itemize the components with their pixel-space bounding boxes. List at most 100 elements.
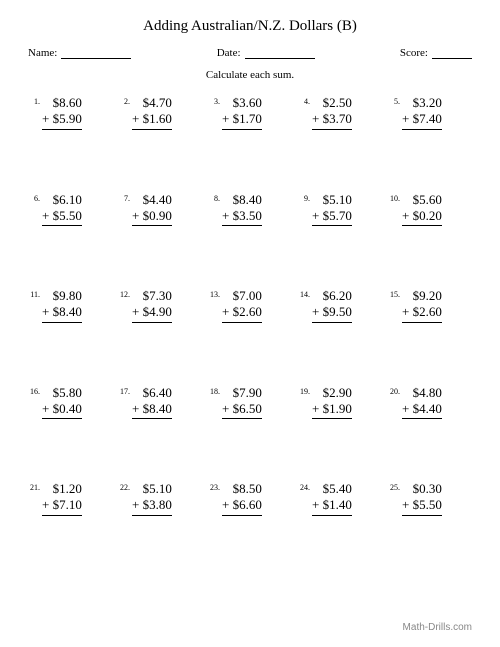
addend-top: $8.50 xyxy=(222,481,262,497)
addend-bottom: + $4.40 xyxy=(402,401,442,419)
addend-top: $3.20 xyxy=(402,95,442,111)
problem-number: 5. xyxy=(388,95,402,106)
addend-bottom: + $4.90 xyxy=(132,304,172,322)
problem-body: $6.20+ $9.50 xyxy=(312,288,352,323)
problem: 24.$5.40+ $1.40 xyxy=(298,481,382,516)
addend-bottom: + $1.70 xyxy=(222,111,262,129)
addend-bottom: + $1.40 xyxy=(312,497,352,515)
problem: 11.$9.80+ $8.40 xyxy=(28,288,112,323)
addend-top: $8.40 xyxy=(222,192,262,208)
addend-bottom: + $3.80 xyxy=(132,497,172,515)
problem-body: $8.50+ $6.60 xyxy=(222,481,262,516)
problem-number: 2. xyxy=(118,95,132,106)
addend-bottom: + $0.90 xyxy=(132,208,172,226)
problem-body: $5.10+ $3.80 xyxy=(132,481,172,516)
problem-body: $8.40+ $3.50 xyxy=(222,192,262,227)
problem-body: $7.00+ $2.60 xyxy=(222,288,262,323)
problem-number: 18. xyxy=(208,385,222,396)
problem: 21.$1.20+ $7.10 xyxy=(28,481,112,516)
problem-body: $7.90+ $6.50 xyxy=(222,385,262,420)
problem: 25.$0.30+ $5.50 xyxy=(388,481,472,516)
addend-bottom: + $2.60 xyxy=(402,304,442,322)
addend-bottom: + $6.50 xyxy=(222,401,262,419)
problem-number: 23. xyxy=(208,481,222,492)
addend-top: $6.20 xyxy=(312,288,352,304)
problem: 7.$4.40+ $0.90 xyxy=(118,192,202,227)
problem-number: 17. xyxy=(118,385,132,396)
problem: 9.$5.10+ $5.70 xyxy=(298,192,382,227)
page-title: Adding Australian/N.Z. Dollars (B) xyxy=(28,18,472,35)
problem-number: 9. xyxy=(298,192,312,203)
problem: 15.$9.20+ $2.60 xyxy=(388,288,472,323)
problem-number: 4. xyxy=(298,95,312,106)
problem: 18.$7.90+ $6.50 xyxy=(208,385,292,420)
addend-top: $8.60 xyxy=(42,95,82,111)
problem: 4.$2.50+ $3.70 xyxy=(298,95,382,130)
problem-number: 21. xyxy=(28,481,42,492)
problem-body: $6.40+ $8.40 xyxy=(132,385,172,420)
problem-number: 6. xyxy=(28,192,42,203)
problem-body: $9.80+ $8.40 xyxy=(42,288,82,323)
addend-top: $2.90 xyxy=(312,385,352,401)
problem-number: 16. xyxy=(28,385,42,396)
problem-body: $4.80+ $4.40 xyxy=(402,385,442,420)
header-row: Name: Date: Score: xyxy=(28,47,472,59)
problem-number: 19. xyxy=(298,385,312,396)
problem: 10.$5.60+ $0.20 xyxy=(388,192,472,227)
problem: 14.$6.20+ $9.50 xyxy=(298,288,382,323)
problem-number: 7. xyxy=(118,192,132,203)
problem: 23.$8.50+ $6.60 xyxy=(208,481,292,516)
addend-top: $7.90 xyxy=(222,385,262,401)
addend-bottom: + $5.50 xyxy=(42,208,82,226)
date-label: Date: xyxy=(217,47,241,59)
addend-top: $6.40 xyxy=(132,385,172,401)
addend-bottom: + $8.40 xyxy=(42,304,82,322)
problem-body: $8.60+ $5.90 xyxy=(42,95,82,130)
problem-body: $6.10+ $5.50 xyxy=(42,192,82,227)
date-field: Date: xyxy=(217,47,315,59)
addend-top: $5.40 xyxy=(312,481,352,497)
name-field: Name: xyxy=(28,47,131,59)
problem: 2.$4.70+ $1.60 xyxy=(118,95,202,130)
problem: 6.$6.10+ $5.50 xyxy=(28,192,112,227)
addend-bottom: + $1.60 xyxy=(132,111,172,129)
problem-body: $5.10+ $5.70 xyxy=(312,192,352,227)
addend-top: $5.10 xyxy=(312,192,352,208)
date-blank[interactable] xyxy=(245,48,315,59)
problem: 16.$5.80+ $0.40 xyxy=(28,385,112,420)
problem-number: 1. xyxy=(28,95,42,106)
addend-top: $5.80 xyxy=(42,385,82,401)
name-blank[interactable] xyxy=(61,48,131,59)
problem-body: $5.80+ $0.40 xyxy=(42,385,82,420)
problem-number: 14. xyxy=(298,288,312,299)
problem-number: 20. xyxy=(388,385,402,396)
problem-number: 25. xyxy=(388,481,402,492)
problem-number: 8. xyxy=(208,192,222,203)
problem: 17.$6.40+ $8.40 xyxy=(118,385,202,420)
problem-body: $7.30+ $4.90 xyxy=(132,288,172,323)
problem-number: 10. xyxy=(388,192,402,203)
addend-bottom: + $5.70 xyxy=(312,208,352,226)
problem-body: $3.60+ $1.70 xyxy=(222,95,262,130)
addend-bottom: + $3.50 xyxy=(222,208,262,226)
score-blank[interactable] xyxy=(432,48,472,59)
problem-number: 3. xyxy=(208,95,222,106)
addend-bottom: + $1.90 xyxy=(312,401,352,419)
addend-top: $7.30 xyxy=(132,288,172,304)
addend-top: $4.70 xyxy=(132,95,172,111)
addend-top: $5.10 xyxy=(132,481,172,497)
addend-top: $4.80 xyxy=(402,385,442,401)
problem-body: $2.90+ $1.90 xyxy=(312,385,352,420)
problem: 3.$3.60+ $1.70 xyxy=(208,95,292,130)
addend-bottom: + $0.40 xyxy=(42,401,82,419)
addend-top: $9.20 xyxy=(402,288,442,304)
problem-number: 13. xyxy=(208,288,222,299)
problem: 8.$8.40+ $3.50 xyxy=(208,192,292,227)
addend-top: $2.50 xyxy=(312,95,352,111)
problem: 22.$5.10+ $3.80 xyxy=(118,481,202,516)
problem-number: 11. xyxy=(28,288,42,299)
worksheet-page: Adding Australian/N.Z. Dollars (B) Name:… xyxy=(0,0,500,647)
problem-body: $5.60+ $0.20 xyxy=(402,192,442,227)
name-label: Name: xyxy=(28,47,57,59)
addend-bottom: + $0.20 xyxy=(402,208,442,226)
